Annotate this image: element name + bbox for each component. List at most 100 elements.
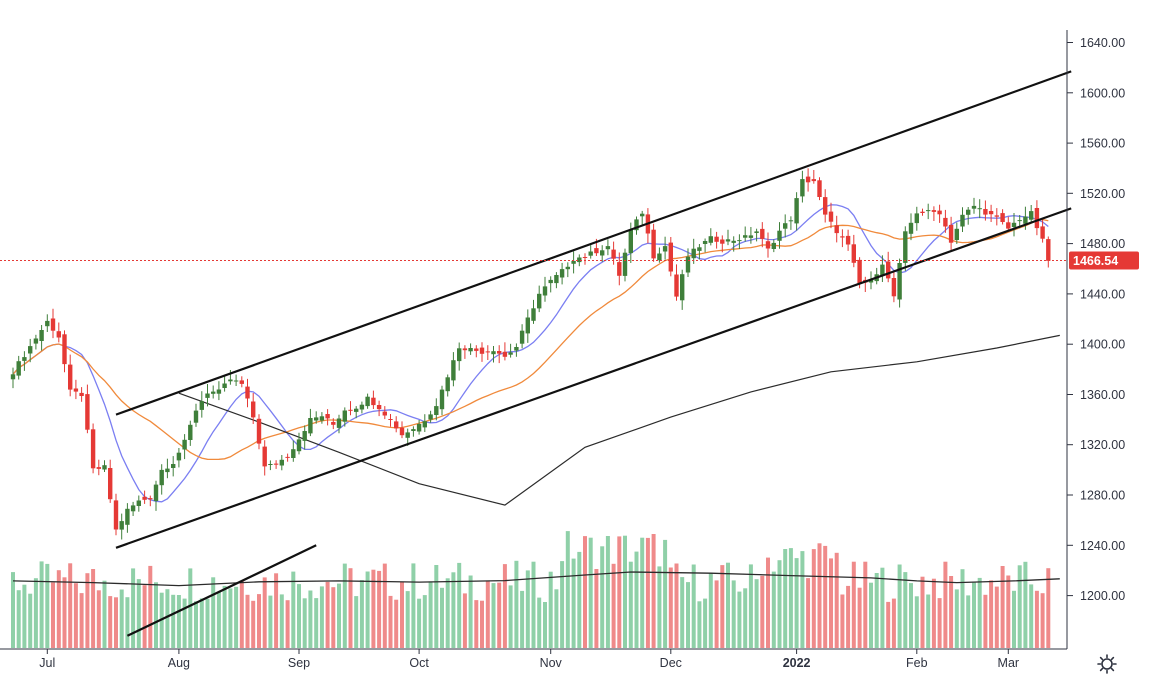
candle-body (348, 409, 353, 411)
volume-bar (880, 567, 885, 648)
volume-bar (920, 576, 925, 648)
price-tick-label: 1520.00 (1080, 187, 1125, 201)
candle-body (222, 383, 227, 388)
candle-body (153, 484, 159, 501)
volume-bar (331, 587, 336, 648)
volume-bar (548, 571, 553, 648)
candle-body (708, 236, 713, 243)
volume-bar (577, 551, 582, 648)
candle-body (136, 500, 141, 506)
candle-body (611, 249, 616, 259)
volume-bar (863, 561, 868, 648)
candle-body (130, 505, 136, 512)
candle-body (256, 418, 262, 444)
candle-body (205, 393, 210, 398)
volume-bar (457, 562, 462, 648)
volume-bar (176, 595, 181, 648)
volume-bar (325, 581, 330, 648)
volume-bar (520, 590, 525, 648)
candle-body (674, 274, 679, 297)
candle-body (823, 197, 828, 215)
volume-bar (96, 590, 101, 648)
candle-body (365, 396, 370, 407)
volume-bar (560, 561, 565, 648)
candle-body (45, 320, 50, 327)
candle-body (880, 264, 885, 276)
candle-body (662, 246, 668, 252)
volume-bar (754, 579, 759, 648)
volume-bar (440, 587, 444, 648)
candle-body (273, 463, 279, 465)
volume-bar (199, 598, 204, 648)
volume-bar (497, 582, 502, 648)
candle-body (16, 361, 21, 376)
candle-body (828, 211, 834, 222)
volume-bar (308, 590, 313, 648)
volume-bar (114, 597, 118, 648)
price-tick-label: 1240.00 (1080, 539, 1125, 553)
volume-bar (611, 563, 616, 648)
volume-bar (949, 576, 954, 648)
candle-body (582, 257, 588, 258)
candle-body (193, 410, 199, 423)
volume-bar (714, 580, 719, 648)
candle-body (90, 429, 96, 469)
price-axis[interactable]: 1640.00 1600.00 1560.00 1520.00 1480.00 1440.… (1067, 36, 1125, 603)
candle-body (354, 408, 359, 412)
candle-body (720, 239, 725, 244)
volume-bar (405, 591, 410, 648)
volume-bar (634, 551, 639, 648)
volume-bar (983, 594, 988, 648)
volume-bar (771, 571, 776, 648)
time-axis[interactable]: Jul Aug Sep Oct Nov Dec 2022 Feb Mar (39, 649, 1019, 670)
volume-bar (188, 568, 193, 648)
candle-body (971, 205, 977, 209)
candle-body (79, 392, 84, 396)
volume-bar (297, 584, 301, 648)
volume-bar (811, 549, 816, 648)
ma-short-line (12, 204, 1049, 503)
candle-body (394, 421, 399, 429)
candle-body (800, 179, 805, 197)
volume-bar (205, 598, 210, 648)
candle-body (308, 418, 313, 434)
candle-body (108, 468, 113, 500)
volume-bar (68, 563, 73, 648)
candle-body (142, 496, 147, 500)
time-tick-label: Sep (288, 656, 310, 670)
price-tick-label: 1360.00 (1080, 388, 1125, 402)
volume-bar (972, 582, 976, 648)
candle-body (188, 424, 193, 440)
volume-bar (783, 549, 788, 648)
candle-body (411, 429, 416, 431)
candle-body (983, 209, 988, 215)
time-tick-label: Mar (998, 656, 1020, 670)
volume-bar (142, 585, 147, 648)
volume-bar (91, 569, 96, 648)
volume-bar (480, 600, 484, 648)
volume-bar (737, 591, 742, 648)
volume-bar (291, 571, 296, 648)
candle-body (85, 394, 90, 430)
volume-bar (897, 564, 902, 648)
volume-bar (588, 537, 593, 648)
candle-body (628, 230, 633, 254)
candle-body (1046, 239, 1051, 261)
candle-body (388, 419, 393, 420)
candle-body (903, 231, 908, 263)
candle-body (897, 263, 902, 300)
candle-body (657, 253, 662, 261)
volume-bar (525, 570, 530, 648)
volume-bar (806, 578, 811, 648)
volume-bar (668, 567, 673, 648)
volume-bar (600, 546, 605, 648)
candle-body (634, 219, 639, 231)
candle-body (474, 348, 479, 351)
candle-body (33, 338, 39, 344)
channel-layer (115, 70, 1072, 637)
settings-gear-icon[interactable] (1097, 654, 1117, 674)
volume-bar (851, 561, 856, 648)
volume-bar (1040, 593, 1045, 648)
volume-bar (720, 565, 725, 648)
